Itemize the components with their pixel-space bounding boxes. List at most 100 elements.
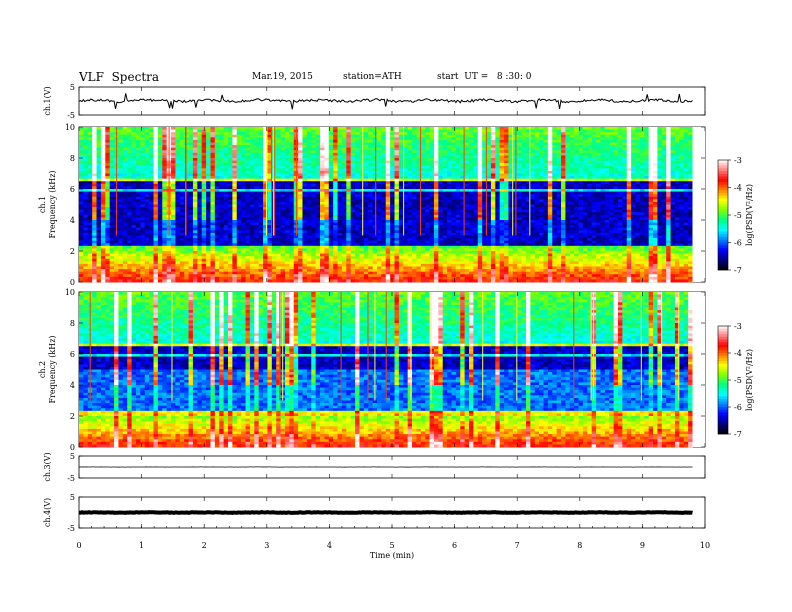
colorbar-cell — [718, 407, 728, 410]
colorbar-cell — [718, 237, 728, 241]
y-tick-label: -5 — [67, 524, 75, 533]
spectrogram-image — [79, 127, 705, 283]
chart-title: VLF Spectra — [79, 70, 160, 84]
y-tick-label: 6 — [70, 350, 75, 359]
colorbar-cell — [718, 425, 728, 429]
colorbar-cell — [718, 361, 728, 365]
colorbar-cell — [718, 234, 728, 238]
colorbar-cell — [718, 331, 728, 335]
colorbar-cell — [718, 355, 728, 359]
colorbar-cell — [718, 380, 728, 383]
colorbar-cell — [718, 195, 728, 199]
y-tick-label: 0 — [70, 278, 75, 287]
colorbar-tick-label: -7 — [734, 430, 742, 439]
colorbar-cell — [718, 206, 728, 210]
colorbar-cell — [718, 173, 728, 177]
colorbar-cell — [718, 256, 728, 260]
colorbar-cell — [718, 231, 728, 235]
colorbar-cell — [718, 334, 728, 338]
colorbar-cell — [718, 193, 728, 197]
colorbar-cell — [718, 198, 728, 202]
colorbar-cell — [718, 423, 728, 427]
colorbar-cell — [718, 393, 728, 397]
x-tick-label: 7 — [515, 541, 520, 550]
colorbar-cell — [718, 428, 728, 432]
y-tick-label: 5 — [70, 493, 75, 502]
colorbar-cell — [718, 328, 728, 332]
y-axis-label: ch.1 — [38, 196, 47, 213]
colorbar-cell — [718, 204, 728, 208]
y-axis-label: ch.2 — [38, 361, 47, 378]
y-tick-label: 2 — [70, 412, 75, 421]
station-label: station=ATH — [343, 72, 402, 82]
y-tick-label: -5 — [67, 474, 75, 483]
colorbar-cell — [718, 398, 728, 402]
colorbar-cell — [718, 385, 728, 389]
colorbar-cell — [718, 363, 728, 367]
colorbar-cell — [718, 259, 728, 263]
x-tick-label: 1 — [139, 541, 144, 550]
colorbar-cell — [718, 326, 728, 329]
colorbar-cell — [718, 404, 728, 408]
colorbar-cell — [718, 171, 728, 175]
colorbar-cell — [718, 239, 728, 243]
start-ut-label: start UT = 8 :30: 0 — [437, 72, 532, 82]
colorbar-cell — [718, 264, 728, 268]
colorbar-tick-label: -4 — [734, 349, 742, 358]
y-tick-label: 10 — [65, 123, 75, 132]
colorbar-cell — [718, 347, 728, 351]
y-axis-label: Frequency (kHz) — [48, 170, 57, 238]
colorbar-tick-label: -6 — [734, 403, 742, 412]
x-tick-label: 10 — [700, 541, 710, 550]
colorbar-cell — [718, 353, 728, 356]
colorbar-cell — [718, 165, 728, 169]
x-tick-label: 9 — [640, 541, 645, 550]
colorbar-cell — [718, 417, 728, 421]
colorbar-cell — [718, 342, 728, 346]
x-tick-label: 3 — [264, 541, 269, 550]
colorbar-cell — [718, 401, 728, 405]
colorbar-cell — [718, 371, 728, 375]
colorbar-cell — [718, 366, 728, 370]
x-axis-label: Time (min) — [370, 551, 414, 560]
colorbar-cell — [718, 339, 728, 343]
y-tick-label: 5 — [70, 452, 75, 461]
waveform-line — [78, 510, 693, 515]
colorbar-cell — [718, 388, 728, 392]
y-tick-label: 8 — [70, 154, 75, 163]
colorbar-cell — [718, 168, 728, 172]
colorbar-label: log(PSD(V²/Hz) — [745, 349, 754, 411]
y-axis-label: ch.3(V) — [43, 452, 52, 481]
y-tick-label: 6 — [70, 185, 75, 194]
colorbar-cell — [718, 420, 728, 424]
colorbar-cell — [718, 176, 728, 180]
colorbar-cell — [718, 162, 728, 166]
colorbar-cell — [718, 344, 728, 348]
y-axis-label: ch.4(V) — [43, 498, 52, 527]
colorbar-label: log(PSD(V²/Hz) — [745, 184, 754, 246]
y-axis-label: ch.1(V) — [43, 86, 52, 115]
colorbar-cell — [718, 382, 728, 386]
date-label: Mar.19, 2015 — [252, 72, 313, 82]
x-tick-label: 0 — [76, 541, 81, 550]
colorbar-cell — [718, 409, 728, 413]
colorbar-cell — [718, 228, 728, 232]
colorbar-cell — [718, 217, 728, 221]
colorbar-tick-label: -5 — [734, 376, 742, 385]
colorbar-cell — [718, 187, 728, 191]
colorbar-tick-label: -6 — [734, 239, 742, 248]
y-tick-label: 10 — [65, 288, 75, 297]
colorbar-tick-label: -4 — [734, 184, 742, 193]
colorbar-cell — [718, 336, 728, 340]
colorbar-cell — [718, 184, 728, 188]
x-tick-label: 5 — [389, 541, 394, 550]
spectrogram-image — [79, 292, 705, 448]
x-tick-label: 8 — [577, 541, 582, 550]
colorbar-cell — [718, 220, 728, 224]
colorbar-cell — [718, 201, 728, 205]
colorbar-cell — [718, 412, 728, 416]
colorbar-cell — [718, 415, 728, 419]
colorbar-cell — [718, 250, 728, 254]
colorbar-cell — [718, 390, 728, 394]
